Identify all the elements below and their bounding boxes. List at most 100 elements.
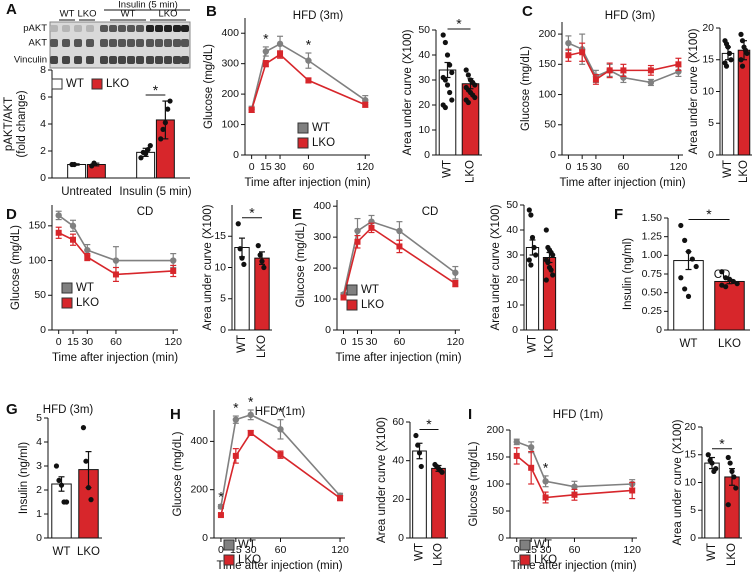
data-point	[727, 460, 733, 466]
y-tick-label: 8	[40, 64, 46, 76]
y-tick-label: 200	[190, 483, 208, 495]
x-tick-label: LKO	[726, 543, 738, 566]
blot-band	[100, 56, 108, 64]
blot-band	[50, 39, 58, 47]
y-tick-label: 200	[538, 28, 556, 40]
data-point	[147, 143, 153, 149]
marker	[262, 48, 270, 55]
x-tick-label: LKO	[544, 335, 556, 358]
marker	[247, 411, 254, 419]
data-point	[693, 263, 699, 270]
marker	[452, 269, 459, 276]
data-point	[80, 425, 87, 431]
data-point	[713, 466, 719, 472]
data-point	[88, 497, 94, 503]
marker	[675, 61, 682, 68]
x-axis-label: Time after injection (min)	[216, 560, 342, 572]
legend-label: WT	[66, 78, 84, 90]
data-point	[526, 207, 532, 213]
x-tick-label: WT	[236, 335, 248, 353]
data-point	[723, 63, 730, 69]
blot-band	[155, 25, 163, 32]
x-tick-label: 30	[81, 336, 93, 348]
y-tick-label: 6	[40, 91, 46, 103]
blot-band	[155, 56, 163, 64]
blot-band	[50, 25, 58, 32]
y-tick-label: 150	[538, 58, 556, 70]
data-point	[730, 278, 736, 285]
data-point	[725, 502, 731, 508]
y-tick-label: 20	[418, 99, 430, 111]
x-axis-label: Time after injection (min)	[510, 560, 636, 572]
data-point	[259, 258, 265, 264]
y-tick-label: 50	[418, 24, 430, 36]
legend-swatch	[51, 78, 63, 90]
blot-band	[109, 39, 117, 47]
legend-label: WT	[361, 284, 379, 296]
x-axis-label: Time after injection (min)	[335, 352, 461, 364]
marker	[542, 494, 549, 501]
data-point	[738, 31, 744, 37]
y-tick-label: 0	[550, 149, 556, 161]
data-point	[528, 212, 534, 218]
x-tick-label: 60	[618, 161, 630, 173]
y-axis-label: Insulin (ng/ml)	[18, 442, 30, 514]
blot-lane-label: WT	[121, 9, 136, 20]
y-tick-label: 4	[40, 118, 46, 130]
blot-band	[62, 25, 70, 32]
marker	[354, 238, 361, 245]
blot-band	[127, 25, 135, 32]
error-bar	[162, 100, 169, 140]
data-point	[56, 477, 62, 483]
y-tick-label: 3	[36, 460, 42, 472]
marker	[513, 438, 520, 446]
marker	[629, 487, 636, 494]
y-tick-label: 50	[506, 199, 518, 211]
significance-star: *	[218, 488, 224, 504]
y-tick-label: 0.50	[642, 286, 663, 298]
y-tick-label: 100	[28, 254, 46, 266]
data-point	[83, 458, 89, 464]
significance-star: *	[426, 416, 432, 432]
y-tick-label: 400	[221, 27, 239, 39]
panel-letter: G	[6, 401, 18, 418]
data-point	[143, 151, 149, 157]
y-tick-label: 200	[221, 88, 239, 100]
marker	[579, 49, 586, 56]
marker	[528, 464, 535, 471]
data-point	[162, 120, 168, 126]
data-point	[548, 267, 554, 273]
y-axis-label: Area under curve (X100)	[672, 419, 684, 545]
blot-band	[74, 56, 82, 64]
data-point	[689, 256, 695, 262]
marker	[340, 294, 347, 301]
y-tick-label: 5	[220, 293, 226, 305]
marker	[620, 67, 627, 74]
marker	[84, 254, 91, 261]
y-tick-label: 0	[40, 324, 46, 336]
blot-lane-label: LKO	[158, 9, 177, 20]
data-point	[678, 222, 684, 229]
legend-swatch	[519, 554, 531, 566]
y-tick-label: 0	[220, 324, 226, 336]
marker	[542, 478, 549, 485]
x-axis-label: Time after injection (min)	[244, 177, 370, 189]
x-tick-label: 15	[525, 544, 537, 556]
x-tick-label: LKO	[738, 160, 750, 183]
blot-band	[62, 56, 70, 64]
x-tick-label: LKO	[256, 335, 268, 358]
blot-band	[74, 25, 82, 32]
legend-swatch	[519, 539, 531, 551]
panel-letter: D	[6, 206, 17, 223]
data-point	[442, 104, 448, 111]
data-point	[734, 281, 740, 287]
y-tick-label: 2	[40, 145, 46, 157]
y-tick-label: 10	[418, 124, 430, 136]
y-tick-label: 100	[313, 293, 331, 305]
blot-band	[50, 56, 58, 64]
legend-label: LKO	[534, 554, 557, 566]
x-tick-label: 120	[623, 544, 641, 556]
bar	[704, 462, 720, 539]
blot-band	[173, 39, 181, 47]
x-tick-label: WT	[527, 335, 539, 353]
